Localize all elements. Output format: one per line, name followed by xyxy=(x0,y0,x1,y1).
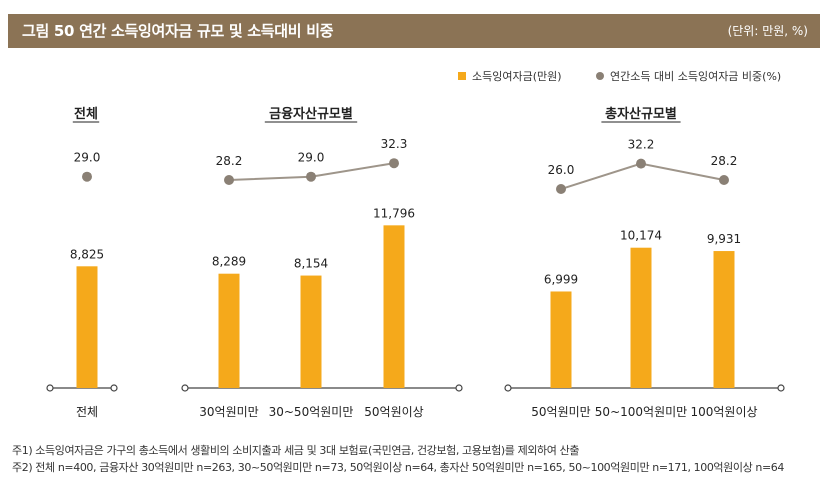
group-title: 총자산규모별 xyxy=(605,106,677,122)
ratio-value-label: 29.0 xyxy=(74,151,101,165)
bar xyxy=(76,266,98,388)
axis-end-right xyxy=(455,384,463,392)
ratio-value-label: 28.2 xyxy=(711,154,738,168)
group-title: 금융자산규모별 xyxy=(269,106,353,122)
ratio-value-label: 32.3 xyxy=(381,137,408,151)
legend-bar-swatch xyxy=(458,72,466,80)
bar xyxy=(383,225,405,388)
category-label: 전체 xyxy=(76,405,98,419)
ratio-value-label: 29.0 xyxy=(298,151,325,165)
bar-value-label: 9,931 xyxy=(707,232,741,246)
category-label: 30~50억원미만 xyxy=(269,405,354,419)
ratio-marker xyxy=(389,158,399,169)
bar-value-label: 8,825 xyxy=(70,247,104,261)
ratio-marker xyxy=(719,175,729,185)
legend-label: 연간소득 대비 소득잉여자금 비중(%) xyxy=(610,70,781,83)
figure-title: 그림 50 연간 소득잉여자금 규모 및 소득대비 비중 xyxy=(22,22,334,40)
category-label: 50억원이상 xyxy=(364,405,423,419)
footnotes: 주1) 소득잉여자금은 가구의 총소득에서 생활비의 소비지출과 세금 및 3대… xyxy=(12,442,820,476)
axis-end-right xyxy=(777,384,785,392)
ratio-value-label: 26.0 xyxy=(548,163,575,177)
ratio-value-label: 32.2 xyxy=(628,138,655,152)
ratio-marker xyxy=(556,184,566,195)
bar xyxy=(218,273,240,388)
ratio-marker xyxy=(306,171,316,182)
ratio-marker xyxy=(636,158,646,169)
ratio-marker xyxy=(224,175,234,185)
category-label: 50~100억원미만 xyxy=(595,405,687,419)
ratio-marker xyxy=(82,171,92,182)
bar xyxy=(713,251,735,388)
bar-value-label: 11,796 xyxy=(373,206,415,220)
axis-end-left xyxy=(46,384,54,392)
bar xyxy=(550,291,572,388)
legend-line-swatch xyxy=(596,72,604,80)
axis-end-right xyxy=(110,384,118,392)
axis-end-left xyxy=(504,384,512,392)
footnote-1: 주1) 소득잉여자금은 가구의 총소득에서 생활비의 소비지출과 세금 및 3대… xyxy=(12,444,580,457)
ratio-value-label: 28.2 xyxy=(216,154,243,168)
footnote-2: 주2) 전체 n=400, 금융자산 30억원미만 n=263, 30~50억원… xyxy=(12,461,784,474)
figure-header: 그림 50 연간 소득잉여자금 규모 및 소득대비 비중 (단위: 만원, %) xyxy=(8,14,820,48)
category-label: 100억원이상 xyxy=(690,405,757,419)
bar-value-label: 8,289 xyxy=(212,255,246,269)
unit-label: (단위: 만원, %) xyxy=(727,24,808,38)
bar-value-label: 10,174 xyxy=(620,229,662,243)
bar-value-label: 6,999 xyxy=(544,272,578,286)
group-title: 전체 xyxy=(74,106,98,122)
category-label: 30억원미만 xyxy=(199,405,258,419)
legend-label: 소득잉여자금(만원) xyxy=(472,70,562,83)
axis-end-left xyxy=(181,384,189,392)
bar xyxy=(300,275,322,388)
bar xyxy=(630,247,652,388)
bar-value-label: 8,154 xyxy=(294,257,328,271)
category-label: 50억원미만 xyxy=(531,405,590,419)
chart-area: 소득잉여자금(만원) 연간소득 대비 소득잉여자금 비중(%) 전체 8,825 전체 2… xyxy=(46,70,785,419)
